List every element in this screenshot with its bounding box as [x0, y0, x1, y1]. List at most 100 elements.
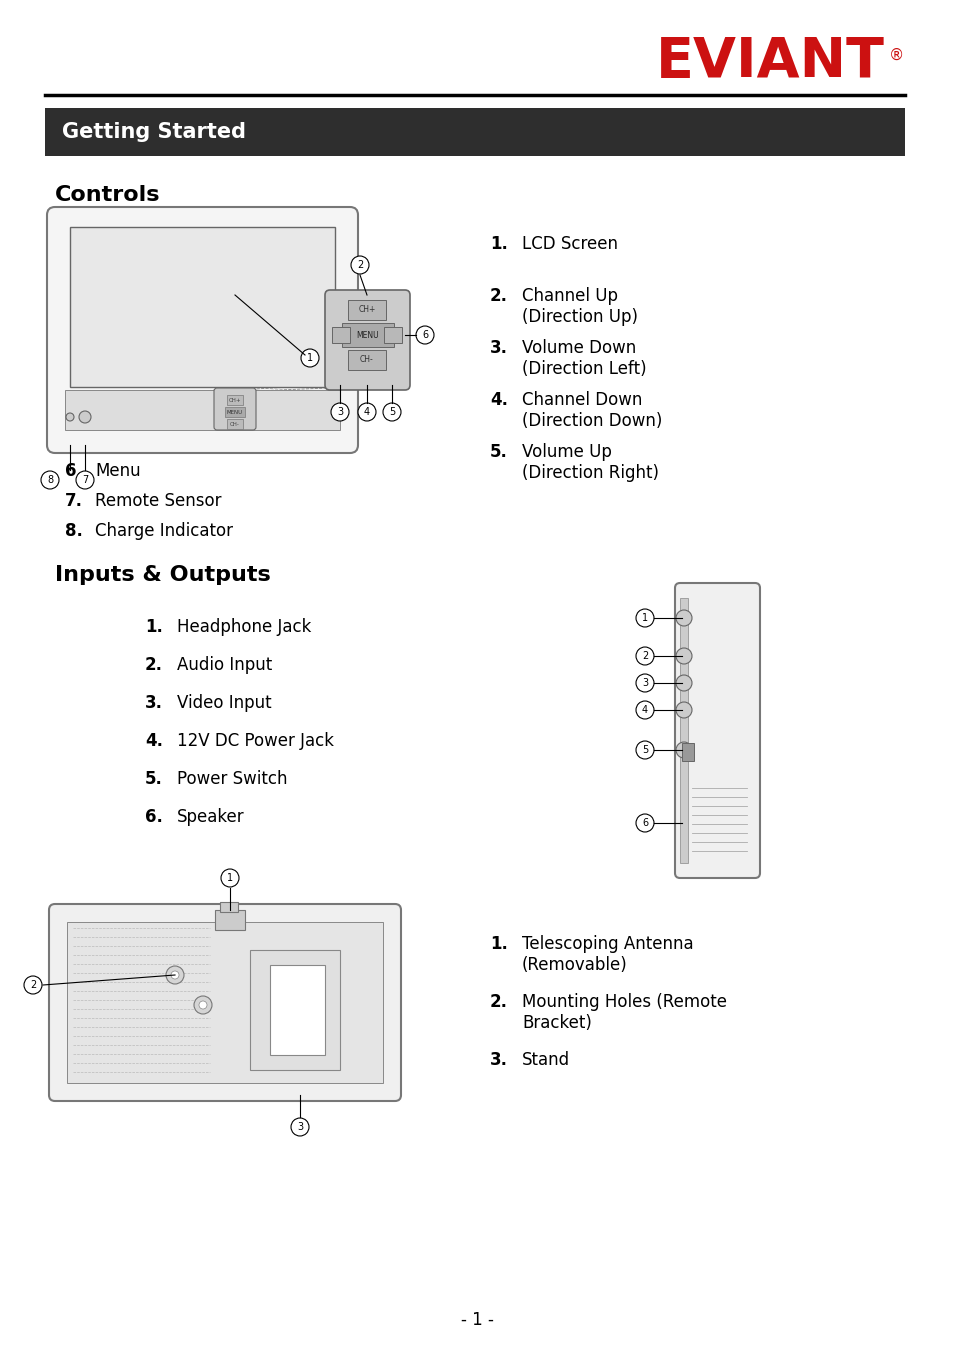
- Bar: [348, 350, 386, 370]
- Bar: [225, 406, 245, 417]
- Circle shape: [193, 996, 212, 1014]
- Circle shape: [221, 869, 239, 887]
- Circle shape: [291, 1118, 309, 1135]
- Bar: [227, 396, 243, 405]
- Text: CH+: CH+: [229, 397, 241, 402]
- Text: Power Switch: Power Switch: [177, 769, 287, 788]
- Circle shape: [357, 404, 375, 421]
- Bar: [45, 108, 904, 157]
- Text: Remote Sensor: Remote Sensor: [95, 491, 221, 510]
- Circle shape: [79, 410, 91, 423]
- Bar: [227, 418, 243, 429]
- Bar: [65, 390, 339, 431]
- Text: 2.: 2.: [490, 288, 507, 305]
- Text: 1.: 1.: [145, 618, 163, 636]
- Bar: [214, 910, 245, 930]
- Text: 5: 5: [389, 406, 395, 417]
- Bar: [681, 743, 693, 761]
- FancyBboxPatch shape: [47, 207, 357, 454]
- Text: 7: 7: [82, 475, 88, 485]
- Text: Volume Up
(Direction Right): Volume Up (Direction Right): [521, 443, 659, 482]
- Text: Charge Indicator: Charge Indicator: [95, 522, 233, 540]
- Text: 2.: 2.: [490, 994, 507, 1011]
- Text: CH+: CH+: [358, 305, 375, 315]
- Text: 4.: 4.: [145, 732, 163, 751]
- Text: CH-: CH-: [230, 421, 240, 427]
- Bar: [70, 227, 335, 387]
- Bar: [384, 327, 401, 343]
- Text: 4: 4: [363, 406, 370, 417]
- Text: 7.: 7.: [65, 491, 83, 510]
- Text: 5.: 5.: [145, 769, 163, 788]
- Text: - 1 -: - 1 -: [460, 1311, 493, 1328]
- Circle shape: [636, 741, 654, 759]
- Circle shape: [331, 404, 349, 421]
- Text: Stand: Stand: [521, 1052, 570, 1069]
- Text: 8: 8: [47, 475, 53, 485]
- Circle shape: [676, 743, 691, 757]
- Circle shape: [166, 967, 184, 984]
- Text: Controls: Controls: [55, 185, 160, 205]
- Text: 5: 5: [641, 745, 647, 755]
- Text: 4: 4: [641, 705, 647, 716]
- Text: 6.: 6.: [65, 462, 83, 481]
- Bar: [341, 323, 394, 347]
- Text: 1.: 1.: [490, 235, 507, 252]
- Text: 2.: 2.: [145, 656, 163, 674]
- Text: 1: 1: [641, 613, 647, 622]
- Bar: [250, 950, 339, 1071]
- FancyBboxPatch shape: [49, 904, 400, 1102]
- Circle shape: [636, 701, 654, 720]
- Text: Headphone Jack: Headphone Jack: [177, 618, 311, 636]
- Text: 2: 2: [30, 980, 36, 990]
- Text: 1: 1: [227, 873, 233, 883]
- Text: Inputs & Outputs: Inputs & Outputs: [55, 566, 271, 585]
- FancyBboxPatch shape: [325, 290, 410, 390]
- Text: Menu: Menu: [95, 462, 140, 481]
- Circle shape: [416, 325, 434, 344]
- Text: EVIANT: EVIANT: [656, 35, 884, 89]
- Text: 5.: 5.: [490, 443, 507, 460]
- Text: Volume Down
(Direction Left): Volume Down (Direction Left): [521, 339, 646, 378]
- Circle shape: [636, 674, 654, 693]
- Text: Telescoping Antenna
(Removable): Telescoping Antenna (Removable): [521, 936, 693, 973]
- Text: MENU: MENU: [356, 331, 379, 339]
- Circle shape: [676, 702, 691, 718]
- Text: Video Input: Video Input: [177, 694, 272, 711]
- Text: 2: 2: [356, 261, 363, 270]
- Text: 6.: 6.: [145, 809, 163, 826]
- FancyBboxPatch shape: [675, 583, 760, 878]
- Circle shape: [636, 609, 654, 626]
- Circle shape: [199, 1000, 207, 1008]
- FancyBboxPatch shape: [213, 387, 255, 431]
- Text: Getting Started: Getting Started: [62, 122, 246, 142]
- Text: 8.: 8.: [65, 522, 83, 540]
- Circle shape: [76, 471, 94, 489]
- Bar: [220, 902, 237, 913]
- Text: 3: 3: [296, 1122, 303, 1133]
- Text: CH-: CH-: [359, 355, 374, 364]
- Circle shape: [171, 971, 179, 979]
- Text: Channel Down
(Direction Down): Channel Down (Direction Down): [521, 392, 661, 429]
- Circle shape: [351, 256, 369, 274]
- Text: Speaker: Speaker: [177, 809, 244, 826]
- Bar: [348, 300, 386, 320]
- Text: 6: 6: [421, 329, 428, 340]
- Circle shape: [41, 471, 59, 489]
- Circle shape: [676, 610, 691, 626]
- Circle shape: [636, 647, 654, 666]
- Text: 3.: 3.: [490, 339, 507, 356]
- Text: MENU: MENU: [227, 409, 243, 414]
- Text: 1: 1: [307, 352, 313, 363]
- Text: 1.: 1.: [490, 936, 507, 953]
- Circle shape: [382, 404, 400, 421]
- Text: LCD Screen: LCD Screen: [521, 235, 618, 252]
- Text: 3: 3: [336, 406, 343, 417]
- Bar: [679, 598, 687, 863]
- Text: ®: ®: [888, 49, 903, 63]
- Text: Channel Up
(Direction Up): Channel Up (Direction Up): [521, 288, 638, 325]
- Text: 12V DC Power Jack: 12V DC Power Jack: [177, 732, 334, 751]
- Text: 6: 6: [641, 818, 647, 828]
- Circle shape: [66, 413, 74, 421]
- Circle shape: [301, 350, 318, 367]
